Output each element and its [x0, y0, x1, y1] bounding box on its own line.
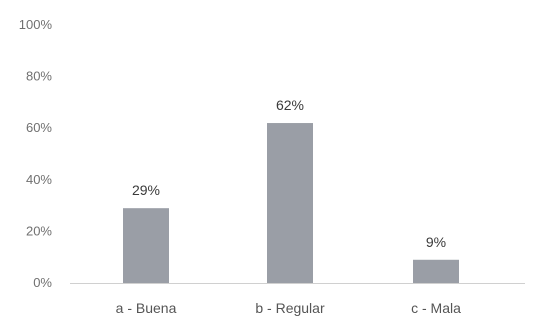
y-tick-label: 80% — [26, 69, 52, 84]
y-tick-label: 60% — [26, 120, 52, 135]
category-label: a - Buena — [116, 300, 177, 316]
data-label: 29% — [132, 182, 160, 198]
data-label: 62% — [276, 97, 304, 113]
data-label: 9% — [426, 234, 446, 250]
category-labels: a - Buena b - Regular c - Mala — [116, 300, 461, 316]
bars — [123, 123, 459, 283]
y-tick-label: 20% — [26, 223, 52, 238]
bar — [413, 259, 459, 283]
bar — [123, 208, 169, 283]
category-label: b - Regular — [255, 300, 325, 316]
y-tick-label: 0% — [33, 275, 52, 290]
category-label: c - Mala — [411, 300, 461, 316]
y-axis-ticks: 0% 20% 40% 60% 80% 100% — [19, 17, 53, 290]
y-tick-label: 100% — [19, 17, 53, 32]
bar — [267, 123, 313, 283]
data-labels: 29% 62% 9% — [132, 97, 446, 250]
y-tick-label: 40% — [26, 172, 52, 187]
